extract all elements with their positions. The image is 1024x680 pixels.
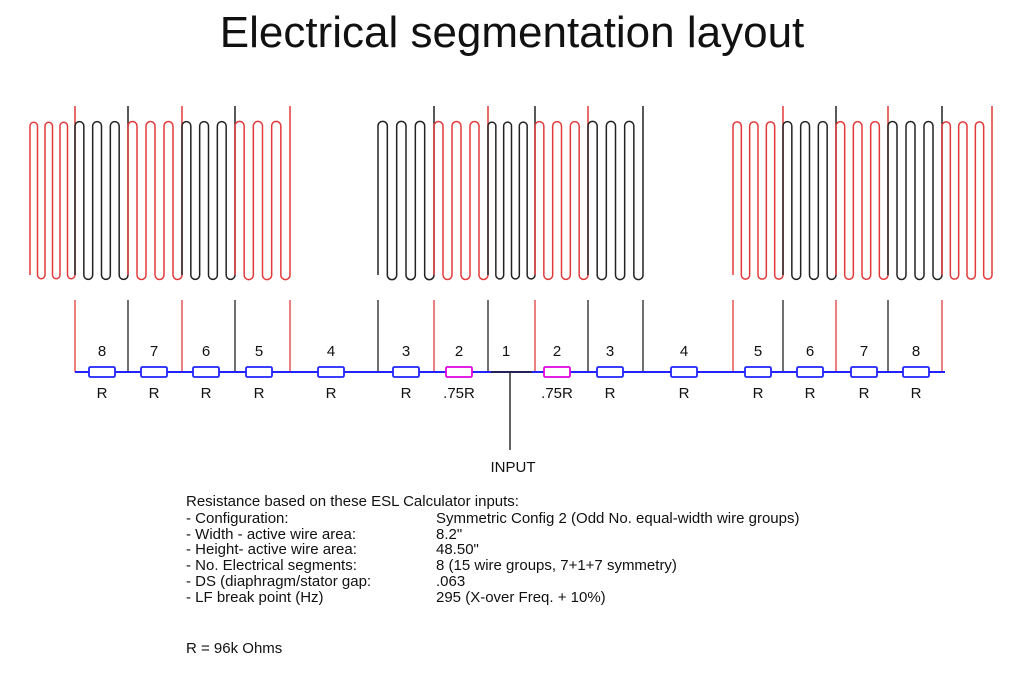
wire-group-red [127,106,183,281]
segment-number: 2 [553,343,561,360]
wire-group-black [181,106,236,281]
wire-group-red [433,106,489,281]
wire-group-black [377,106,435,281]
resistor-label: R [326,385,337,402]
wire-group-red [941,106,993,280]
wire-group-black [587,106,644,281]
notes-value: 295 (X-over Freq. + 10%) [436,588,606,606]
wire-groups [29,106,993,372]
wire-group-red [29,106,76,280]
resistor [317,366,345,378]
resistor-label: R [605,385,616,402]
diagram-title: Electrical segmentation layout [219,8,805,57]
resistor [670,366,698,378]
resistor [796,366,824,378]
notes-row-lf-break: - LF break point (Hz) 295 (X-over Freq. … [186,588,606,606]
resistor-label: R [97,385,108,402]
resistor [850,366,878,378]
notes-value: Symmetric Config 2 (Odd No. equal-width … [436,509,800,527]
segment-number: 5 [255,343,263,360]
notes-value: 8.2" [436,525,463,543]
resistor [192,366,220,378]
segment-number: 4 [680,343,688,360]
wire-group-black [887,106,943,281]
wire-group-red [234,106,291,281]
notes-row-width: - Width - active wire area: 8.2" [186,525,519,543]
notes-label: - Configuration: [186,509,289,527]
segment-labels: 8 R 7 R 6 R 5 R 4 R 3 R 2 .75R 1 2 .75R 3 R 4 R 5 R 6 R 7 R 8 R [97,343,922,402]
resistor [596,366,624,378]
segment-number: 3 [402,343,410,360]
resistor-label: .75R [541,385,573,402]
resistor-label: .75R [443,385,475,402]
resistor [392,366,420,378]
resistor [445,366,473,378]
segment-number: 8 [98,343,106,360]
segment-number: 8 [912,343,920,360]
segment-number: 6 [202,343,210,360]
segment-number: 1 [502,343,510,360]
resistor [744,366,772,378]
segment-number: 5 [754,343,762,360]
wire-group-red [835,106,889,281]
input-lead [491,371,532,450]
resistor [140,366,168,378]
resistor-label: R [149,385,160,402]
notes-label: - Height- active wire area: [186,541,357,559]
wire-group-black [782,106,837,281]
wire-group-black [74,106,129,281]
wire-group-red [534,106,589,281]
notes-row-configuration: - Configuration: Symmetric Config 2 (Odd… [186,509,799,527]
resistor-label: R [401,385,412,402]
notes-row-ds: - DS (diaphragm/stator gap: .063 [186,574,519,590]
input-label: INPUT [491,459,536,476]
resistor-label: R [753,385,764,402]
segment-number: 6 [806,343,814,360]
resistor [902,366,930,378]
resistor-label: R [859,385,870,402]
notes-value: .063 [436,572,466,590]
wire-group-black [487,106,536,280]
wire-group-red [732,106,784,280]
notes-row-segments: - No. Electrical segments: 8 (15 wire gr… [186,557,677,575]
notes-label: - Width - active wire area: [186,525,357,543]
notes-label: - No. Electrical segments: [186,557,357,575]
notes-intro: Resistance based on these ESL Calculator… [186,493,519,510]
resistor-label: R [254,385,265,402]
resistor-label: R [679,385,690,402]
segment-number: 2 [455,343,463,360]
resistor [543,366,571,378]
resistor-label: R [805,385,816,402]
resistor-label: R [911,385,922,402]
resistor [88,366,116,378]
segment-number: 7 [150,343,158,360]
resistance-value-note: R = 96k Ohms [186,640,283,657]
segment-number: 3 [606,343,614,360]
segment-number: 7 [860,343,868,360]
notes-value: 8 (15 wire groups, 7+1+7 symmetry) [436,557,677,575]
notes-row-height: - Height- active wire area: 48.50" [186,542,519,558]
notes-label: - LF break point (Hz) [186,588,324,606]
calculator-notes: Resistance based on these ESL Calculator… [186,493,799,606]
notes-value: 48.50" [436,541,479,559]
resistor-label: R [201,385,212,402]
notes-label: - DS (diaphragm/stator gap: [186,572,372,590]
segment-number: 4 [327,343,335,360]
resistors [88,366,930,378]
resistor [245,366,273,378]
